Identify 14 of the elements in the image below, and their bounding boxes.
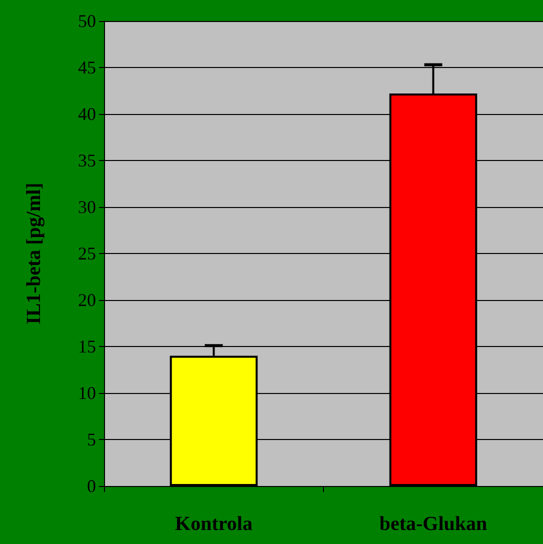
x-tick-label: Kontrola	[175, 513, 252, 535]
y-tick-label: 15	[78, 336, 96, 356]
y-tick-label: 50	[78, 11, 96, 31]
y-tick-label: 45	[78, 58, 96, 78]
y-tick-label: 5	[87, 430, 96, 450]
y-tick-label: 10	[78, 383, 96, 403]
y-tick-label: 0	[87, 476, 96, 496]
y-axis-title: IL1-beta [pg/ml]	[23, 182, 45, 324]
x-tick-label: beta-Glukan	[379, 513, 488, 535]
y-tick-label: 25	[78, 244, 96, 264]
y-tick-label: 35	[78, 150, 96, 170]
y-tick-label: 30	[78, 197, 96, 217]
y-tick-label: 40	[78, 104, 96, 124]
y-tick-label: 20	[78, 290, 96, 310]
